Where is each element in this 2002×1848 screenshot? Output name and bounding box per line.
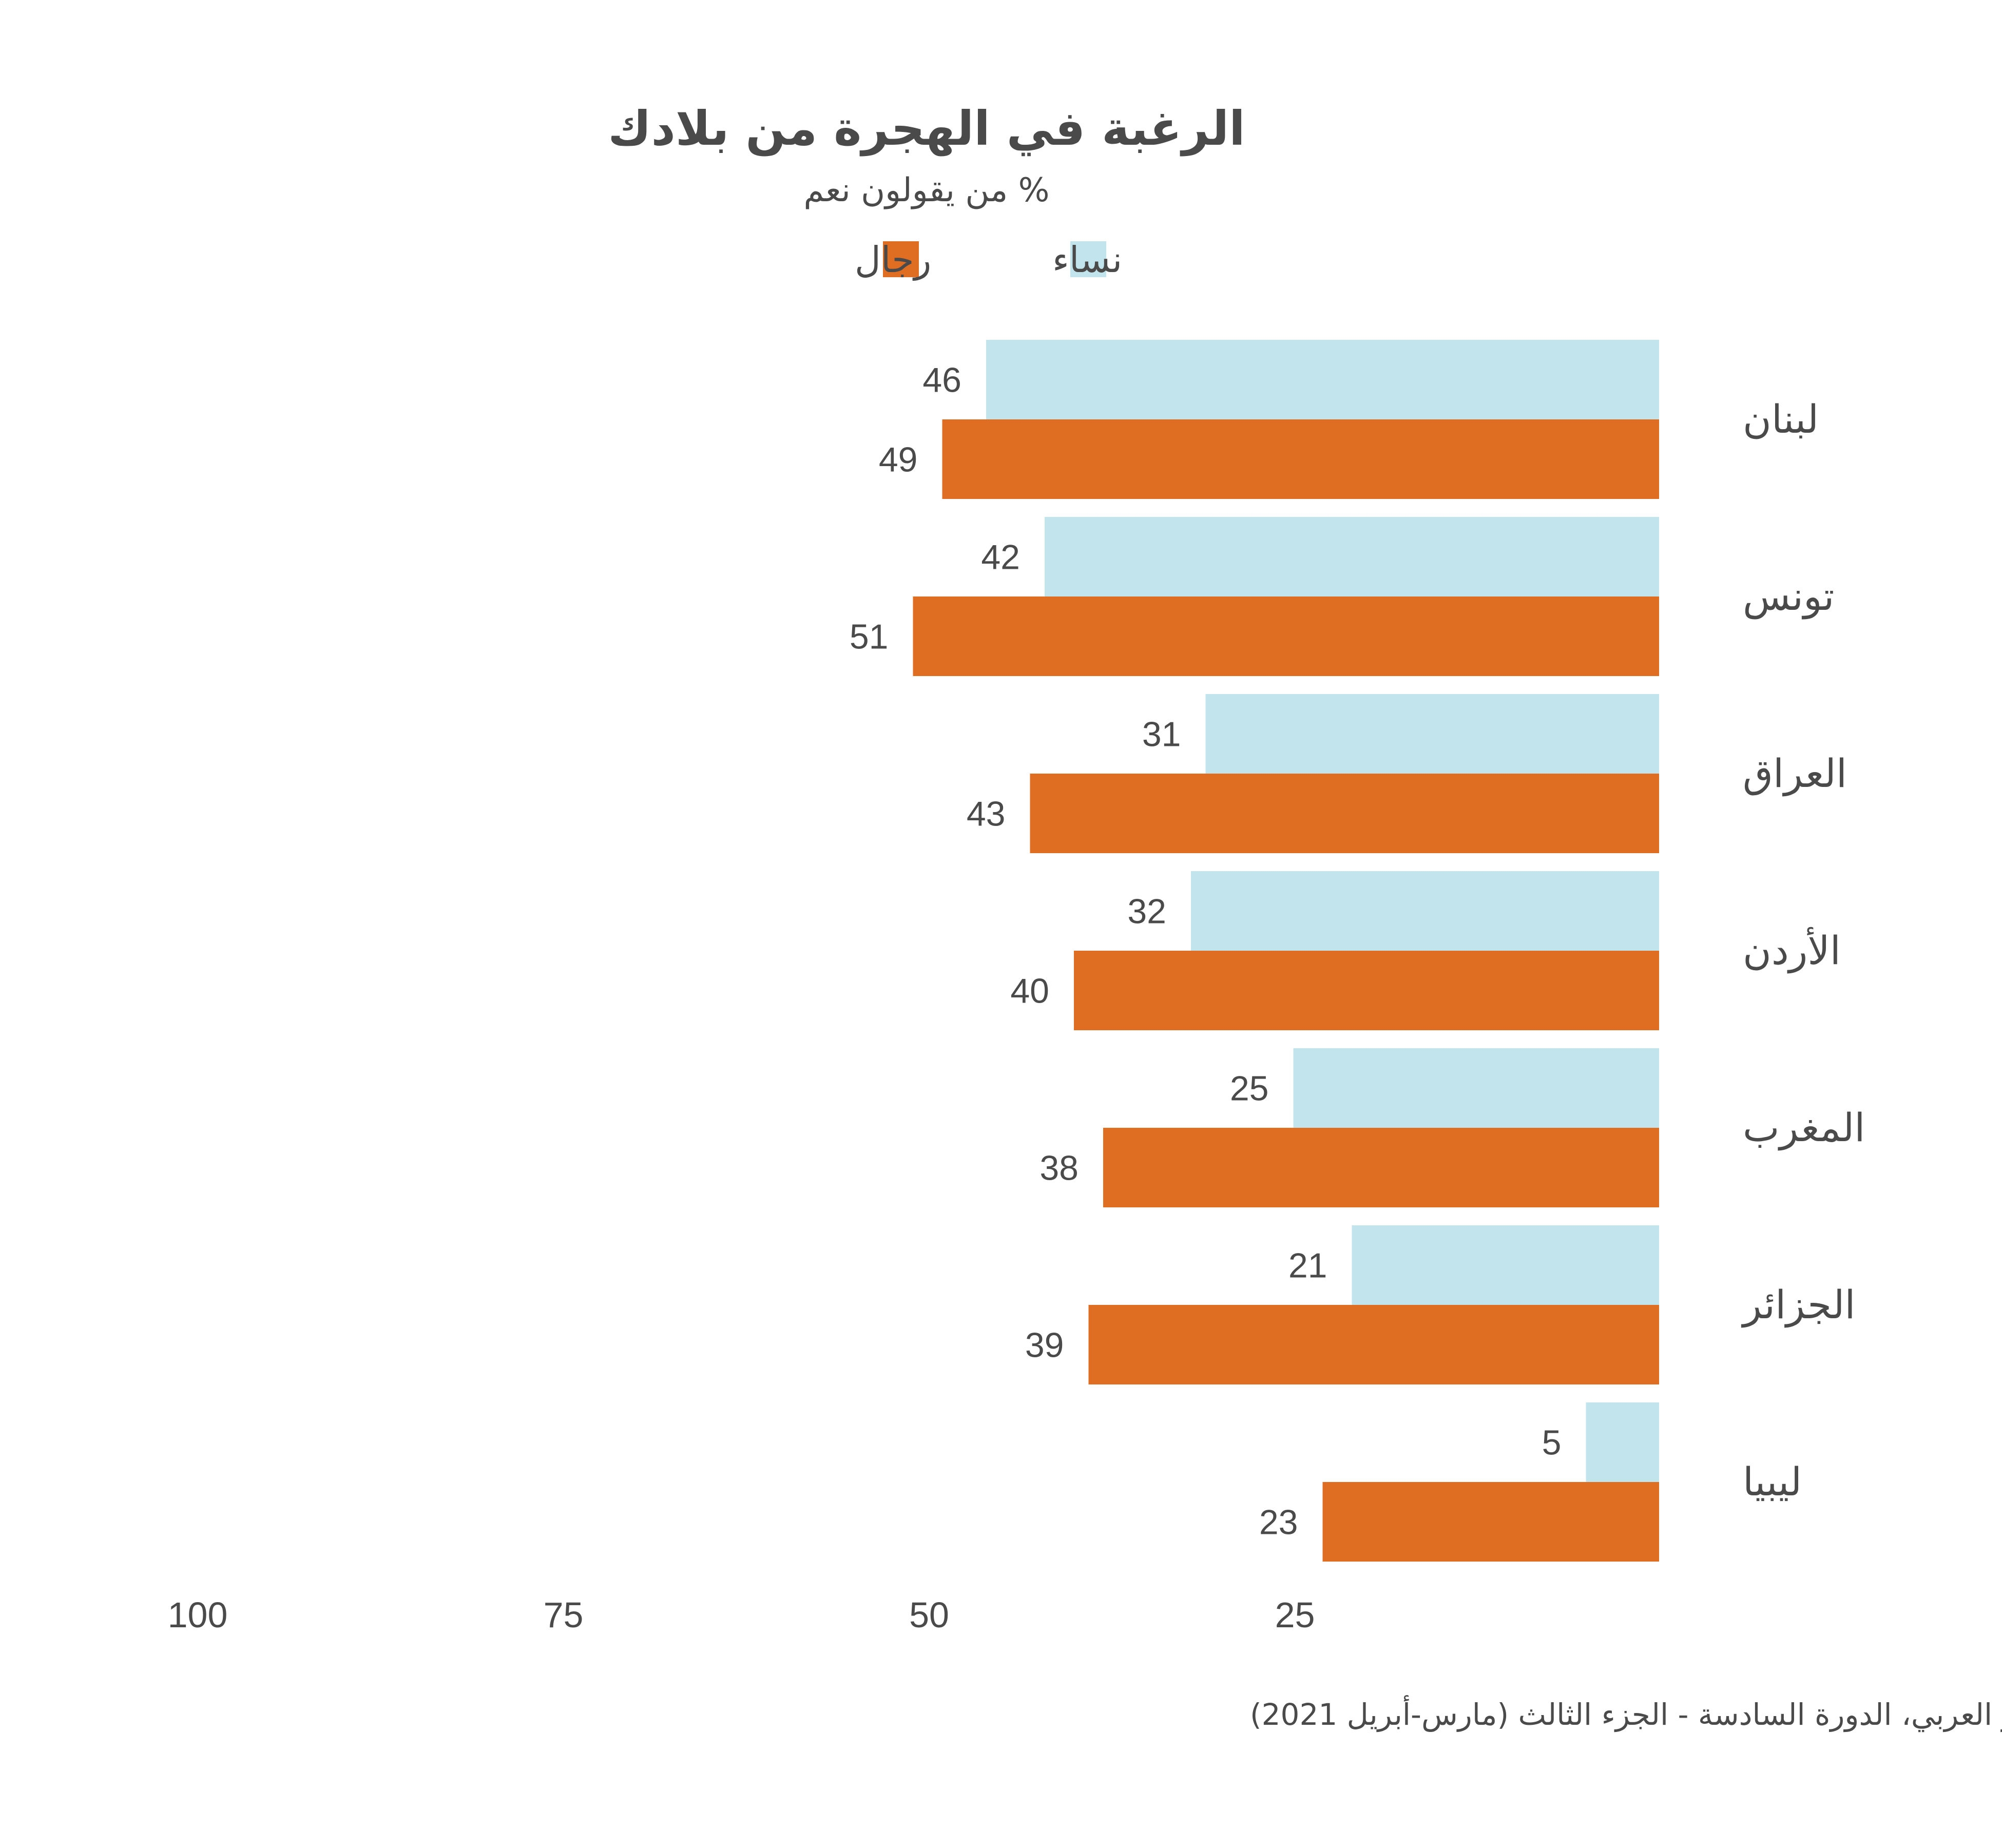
category-label: الجزائر	[1741, 1282, 1855, 1328]
category-label: تونس	[1743, 573, 1834, 620]
category-label: الأردن	[1743, 927, 1841, 974]
value-label-women: 25	[1230, 1069, 1269, 1108]
bar-women	[1352, 1225, 1659, 1305]
value-label-men: 38	[1040, 1149, 1079, 1188]
chart-subtitle: % من يقولون نعم	[804, 171, 1050, 209]
category-label: ليبيا	[1743, 1459, 1802, 1505]
chart-title: الرغبة في الهجرة من بلادك	[608, 101, 1245, 157]
legend-label-men: رجال	[855, 239, 931, 281]
category-label: العراق	[1743, 750, 1847, 797]
plot-area: 46 49 لبنان 42 51 تونس 31 43 العراق 32 40 الأردن 25 3…	[850, 340, 1865, 1562]
value-label-men: 43	[967, 795, 1006, 834]
bar-women	[1586, 1402, 1659, 1482]
bar-men	[913, 596, 1659, 676]
bar-women	[986, 340, 1659, 419]
bar-men	[1103, 1128, 1659, 1207]
bar-men	[1322, 1482, 1659, 1562]
bar-men	[1074, 951, 1659, 1030]
bar-women	[1293, 1048, 1659, 1128]
value-label-women: 31	[1142, 715, 1181, 754]
x-tick-label: 75	[544, 1595, 584, 1635]
bar-men	[1030, 774, 1659, 853]
bar-women	[1191, 871, 1659, 951]
bar-women	[1045, 517, 1659, 596]
value-label-men: 40	[1010, 972, 1049, 1011]
value-label-women: 42	[981, 538, 1020, 577]
source-note: الباروميتر العربي، الدورة السادسة - الجز…	[1250, 1695, 2002, 1732]
bar-women	[1205, 694, 1659, 774]
value-label-men: 39	[1025, 1326, 1064, 1365]
x-tick-label: 100	[168, 1595, 228, 1635]
legend-swatch-men	[883, 241, 919, 277]
category-group: 42 51 تونس	[850, 517, 1834, 676]
category-group: 32 40 الأردن	[1010, 871, 1841, 1030]
bar-men	[942, 419, 1659, 499]
category-group: 21 39 الجزائر	[1025, 1225, 1855, 1384]
legend-label-women: نساء	[1052, 239, 1122, 281]
value-label-men: 51	[850, 618, 889, 657]
value-label-men: 49	[879, 440, 918, 479]
x-axis: 25 50 75 100	[168, 1595, 1315, 1635]
x-tick-label: 50	[909, 1595, 949, 1635]
bar-men	[1088, 1305, 1659, 1384]
value-label-women: 32	[1127, 892, 1166, 931]
category-label: المغرب	[1743, 1105, 1865, 1151]
category-group: 46 49 لبنان	[879, 340, 1819, 499]
category-group: 25 38 المغرب	[1040, 1048, 1865, 1207]
value-label-women: 5	[1542, 1423, 1562, 1462]
category-group: 5 23 ليبيا	[1259, 1402, 1802, 1562]
category-label: لبنان	[1743, 396, 1819, 442]
value-label-women: 46	[922, 361, 961, 400]
x-tick-label: 25	[1275, 1595, 1315, 1635]
category-group: 31 43 العراق	[967, 694, 1847, 853]
value-label-men: 23	[1259, 1503, 1298, 1542]
legend: نساء رجال	[855, 239, 1122, 281]
value-label-women: 21	[1288, 1246, 1327, 1285]
legend-swatch-women	[1070, 241, 1106, 277]
